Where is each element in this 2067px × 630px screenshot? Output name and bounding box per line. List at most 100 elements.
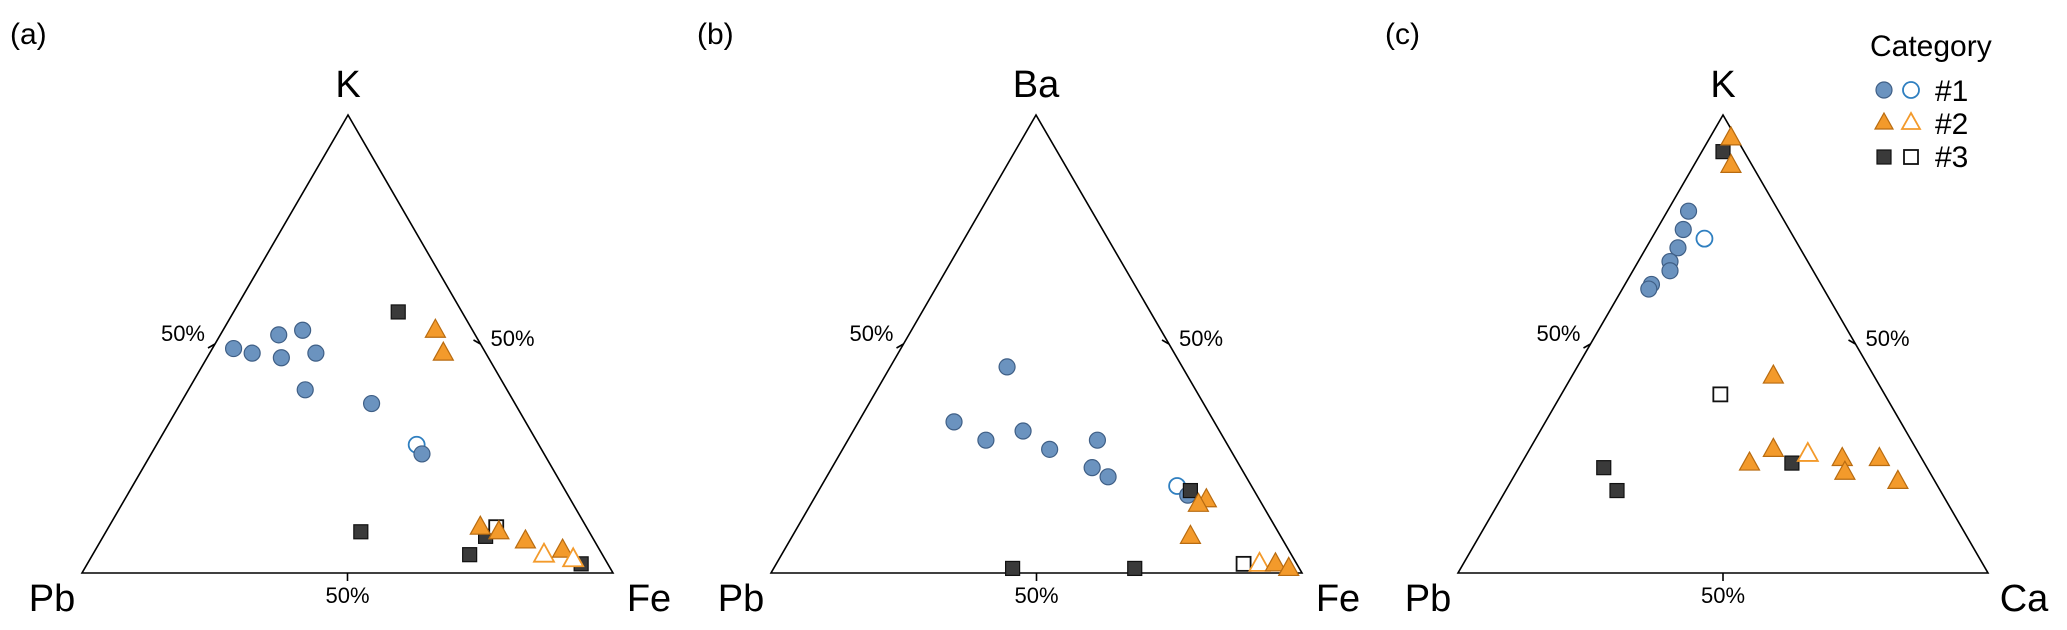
- data-point-3-7-category-1-filled-circle: [1640, 280, 1658, 298]
- data-point-1-24-category-2-open-triangle: [561, 546, 585, 568]
- tick-mark-right-edge: [1848, 339, 1856, 345]
- vertex-label-top: K: [335, 64, 360, 106]
- data-point-2-13-category-3-filled-square: [1127, 560, 1143, 577]
- legend-label-category-1: #1: [1935, 75, 1968, 108]
- data-point-3-11-category-3-filled-square: [1596, 460, 1612, 476]
- data-point-2-17-category-2-filled-triangle: [1179, 524, 1202, 544]
- data-point-3-22-category-2-filled-triangle: [1868, 446, 1891, 467]
- vertex-label-right: Fe: [627, 578, 671, 620]
- data-point-2-16-category-2-filled-triangle: [1187, 492, 1210, 512]
- data-point-1-2-category-1-filled-circle: [243, 344, 261, 362]
- data-point-3-14-category-2-filled-triangle: [1719, 125, 1742, 146]
- data-point-3-10-category-3-open-square: [1712, 386, 1729, 403]
- data-point-3-21-category-2-filled-triangle: [1833, 460, 1856, 480]
- vertex-label-top: Ba: [1013, 64, 1060, 106]
- data-point-1-3-category-1-filled-circle: [270, 326, 288, 344]
- tick-label-left-edge: 50%: [1536, 321, 1580, 346]
- tick-label-bottom-edge: 50%: [1701, 583, 1745, 608]
- tick-mark-left-edge: [896, 343, 904, 349]
- data-point-3-1-category-1-filled-circle: [1679, 202, 1698, 220]
- data-point-3-17-category-2-filled-triangle: [1762, 437, 1785, 457]
- data-point-1-1-category-1-filled-circle: [224, 339, 243, 358]
- data-point-1-23-category-2-filled-triangle: [551, 537, 574, 558]
- data-point-1-22-category-2-open-triangle: [532, 541, 556, 563]
- data-point-1-5-category-1-filled-circle: [272, 349, 290, 367]
- data-point-1-13-category-3-filled-square: [462, 547, 478, 563]
- data-point-2-2-category-1-filled-circle: [945, 413, 963, 431]
- data-point-3-20-category-2-filled-triangle: [1831, 446, 1854, 467]
- legend-label-category-2: #2: [1935, 108, 1968, 141]
- data-point-2-4-category-1-filled-circle: [1014, 422, 1032, 440]
- tick-label-right-edge: 50%: [1179, 326, 1223, 351]
- data-point-3-12-category-3-filled-square: [1609, 482, 1625, 499]
- data-point-1-17-category-2-filled-triangle: [424, 318, 447, 338]
- vertex-label-left: Pb: [1405, 578, 1451, 620]
- panel-label: (b): [697, 18, 734, 51]
- legend-label-category-3: #3: [1935, 141, 1968, 174]
- data-point-2-11-category-3-filled-square: [1182, 482, 1199, 499]
- data-point-1-6-category-1-filled-circle: [307, 344, 325, 362]
- tick-label-left-edge: 50%: [849, 321, 893, 346]
- vertex-label-right: Ca: [2000, 578, 2049, 620]
- legend-marker-open-triangle: [1900, 111, 1922, 130]
- data-point-2-6-category-1-filled-circle: [1088, 431, 1107, 449]
- legend-entry-category-2: #2: [1873, 108, 1968, 141]
- data-point-3-13-category-3-filled-square: [1784, 455, 1800, 471]
- legend-marker-open-circle: [1902, 81, 1920, 99]
- ternary-panel-1: (a) 50% 50% 50% K Pb Fe: [10, 18, 671, 620]
- data-point-3-9-category-3-filled-square: [1715, 144, 1731, 160]
- data-point-1-21-category-2-filled-triangle: [514, 528, 537, 549]
- data-point-2-3-category-1-filled-circle: [977, 431, 995, 449]
- tick-label-right-edge: 50%: [491, 326, 535, 351]
- data-point-2-1-category-1-filled-circle: [998, 358, 1016, 376]
- data-point-1-4-category-1-filled-circle: [294, 321, 312, 339]
- ternary-panel-3: (c) 50% 50% 50% K Pb Ca: [1385, 18, 2049, 620]
- tick-mark-right-edge: [1161, 339, 1170, 345]
- legend-marker-open-square: [1903, 149, 1919, 165]
- legend: Category #1 #2 #3: [1870, 30, 1992, 174]
- tick-mark-left-edge: [1583, 343, 1591, 349]
- data-point-1-19-category-2-filled-triangle: [469, 514, 492, 535]
- data-point-1-12-category-3-filled-square: [353, 524, 369, 540]
- data-point-3-8-category-1-open-circle: [1695, 229, 1714, 248]
- tick-label-bottom-edge: 50%: [325, 583, 369, 608]
- data-point-2-18-category-2-open-triangle: [1247, 550, 1272, 572]
- vertex-label-top: K: [1710, 64, 1735, 106]
- ternary-panel-2: (b) 50% 50% 50% Ba Pb Fe: [697, 18, 1360, 620]
- data-point-3-3-category-1-filled-circle: [1669, 239, 1687, 257]
- tick-mark-right-edge: [473, 339, 481, 345]
- data-point-3-18-category-2-filled-triangle: [1738, 450, 1761, 471]
- data-point-2-7-category-1-filled-circle: [1083, 459, 1101, 477]
- data-point-3-19-category-2-open-triangle: [1796, 441, 1820, 462]
- panel-label: (c): [1385, 18, 1420, 51]
- data-point-3-2-category-1-filled-circle: [1674, 220, 1692, 239]
- data-point-3-23-category-2-filled-triangle: [1886, 469, 1909, 489]
- legend-entry-category-3: #3: [1876, 141, 1968, 174]
- legend-marker-filled-square: [1876, 149, 1892, 165]
- vertex-label-left: Pb: [29, 578, 75, 620]
- data-point-2-20-category-2-filled-triangle: [1277, 556, 1300, 577]
- legend-marker-filled-circle: [1875, 81, 1893, 99]
- data-point-1-8-category-1-filled-circle: [362, 394, 381, 413]
- tick-mark-left-edge: [207, 343, 216, 349]
- legend-title: Category: [1870, 30, 1992, 63]
- data-point-1-11-category-3-filled-square: [390, 304, 406, 320]
- data-point-2-8-category-1-filled-circle: [1099, 468, 1117, 486]
- tick-label-left-edge: 50%: [161, 321, 205, 346]
- tick-label-right-edge: 50%: [1866, 326, 1910, 351]
- data-point-1-7-category-1-filled-circle: [296, 381, 314, 399]
- data-point-1-18-category-2-filled-triangle: [432, 340, 455, 361]
- data-point-1-10-category-1-filled-circle: [413, 445, 431, 463]
- panel-label: (a): [10, 18, 47, 51]
- data-point-1-20-category-2-filled-triangle: [487, 519, 510, 540]
- data-point-3-15-category-2-filled-triangle: [1719, 153, 1742, 173]
- legend-entry-category-1: #1: [1875, 75, 1968, 108]
- data-point-2-14-category-3-open-square: [1235, 555, 1252, 572]
- tick-label-bottom-edge: 50%: [1014, 583, 1058, 608]
- legend-marker-filled-triangle: [1873, 111, 1895, 130]
- data-point-2-12-category-3-filled-square: [1004, 560, 1021, 577]
- data-point-2-19-category-2-filled-triangle: [1264, 551, 1287, 572]
- data-point-3-16-category-2-filled-triangle: [1762, 363, 1785, 384]
- vertex-label-right: Fe: [1316, 578, 1360, 620]
